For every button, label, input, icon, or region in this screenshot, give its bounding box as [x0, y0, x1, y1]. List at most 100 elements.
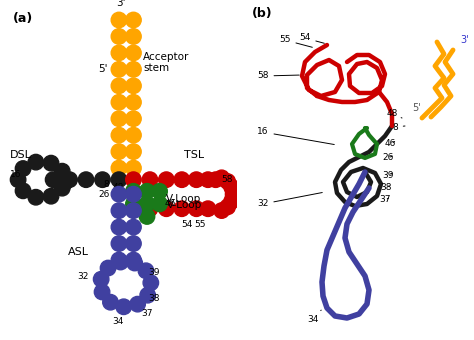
Circle shape — [28, 189, 44, 205]
Circle shape — [78, 172, 94, 187]
Circle shape — [10, 172, 26, 187]
Text: 39: 39 — [382, 170, 393, 180]
Circle shape — [130, 296, 146, 312]
Circle shape — [94, 284, 110, 300]
Circle shape — [57, 175, 73, 190]
Circle shape — [95, 172, 110, 187]
Circle shape — [111, 203, 127, 218]
Circle shape — [62, 172, 77, 187]
Circle shape — [220, 174, 236, 189]
Circle shape — [208, 172, 223, 187]
Circle shape — [111, 12, 127, 28]
Circle shape — [111, 45, 127, 61]
Circle shape — [126, 201, 141, 217]
Text: 39: 39 — [148, 268, 160, 277]
Text: 5': 5' — [98, 64, 107, 74]
Circle shape — [116, 299, 131, 314]
Circle shape — [46, 172, 61, 187]
Circle shape — [43, 188, 59, 204]
Circle shape — [126, 62, 141, 77]
Circle shape — [126, 12, 141, 28]
Circle shape — [100, 260, 116, 276]
Text: 38: 38 — [148, 294, 160, 303]
Circle shape — [174, 172, 190, 187]
Circle shape — [126, 29, 141, 44]
Circle shape — [111, 236, 127, 251]
Circle shape — [111, 144, 127, 159]
Circle shape — [126, 128, 141, 143]
Text: 16: 16 — [257, 128, 334, 144]
Circle shape — [214, 170, 229, 186]
Circle shape — [152, 196, 167, 211]
Circle shape — [43, 155, 59, 171]
Circle shape — [159, 201, 174, 217]
Text: 48: 48 — [387, 109, 402, 119]
Text: V-Loop: V-Loop — [167, 200, 202, 210]
Circle shape — [174, 201, 190, 217]
Circle shape — [55, 164, 70, 179]
Circle shape — [126, 184, 141, 199]
Circle shape — [220, 199, 236, 215]
Circle shape — [111, 186, 127, 202]
Text: 58: 58 — [221, 175, 233, 184]
Circle shape — [111, 95, 127, 110]
Circle shape — [152, 184, 167, 199]
Circle shape — [93, 271, 109, 287]
Circle shape — [55, 181, 70, 196]
Circle shape — [111, 78, 127, 94]
Text: DSL: DSL — [9, 151, 31, 160]
Circle shape — [140, 287, 155, 303]
Circle shape — [142, 172, 158, 187]
Circle shape — [200, 172, 216, 187]
Circle shape — [142, 201, 158, 217]
Circle shape — [143, 275, 159, 290]
Circle shape — [111, 29, 127, 44]
Circle shape — [126, 203, 141, 218]
Circle shape — [126, 160, 141, 176]
Text: 37: 37 — [379, 195, 391, 204]
Circle shape — [189, 172, 204, 187]
Text: (a): (a) — [12, 12, 33, 25]
Circle shape — [200, 201, 216, 217]
Circle shape — [126, 95, 141, 110]
Circle shape — [15, 161, 31, 176]
Text: ASL: ASL — [68, 247, 89, 257]
Circle shape — [113, 254, 128, 270]
Circle shape — [214, 203, 229, 218]
Circle shape — [127, 255, 142, 271]
Circle shape — [226, 186, 241, 202]
Text: 38: 38 — [380, 183, 392, 191]
Circle shape — [111, 160, 127, 176]
Text: Acceptor
stem: Acceptor stem — [143, 52, 190, 73]
Circle shape — [111, 219, 127, 235]
Circle shape — [126, 111, 141, 126]
Text: TSL: TSL — [184, 151, 204, 160]
Circle shape — [189, 201, 204, 217]
Text: (b): (b) — [252, 7, 273, 20]
Text: 46: 46 — [385, 139, 396, 149]
Text: 3': 3' — [460, 35, 469, 45]
Circle shape — [126, 196, 141, 211]
Circle shape — [139, 184, 155, 199]
Circle shape — [126, 144, 141, 159]
Text: 8: 8 — [103, 180, 109, 189]
Circle shape — [103, 294, 118, 310]
Circle shape — [224, 180, 239, 195]
Circle shape — [15, 183, 31, 199]
Circle shape — [126, 236, 141, 251]
Text: 8: 8 — [392, 122, 405, 132]
Circle shape — [111, 62, 127, 77]
Circle shape — [126, 219, 141, 235]
Circle shape — [126, 78, 141, 94]
Text: 48: 48 — [112, 183, 124, 192]
Circle shape — [139, 196, 155, 211]
Text: 5': 5' — [412, 103, 421, 113]
Text: 54: 54 — [299, 34, 324, 43]
Text: 54: 54 — [181, 220, 192, 229]
Circle shape — [224, 193, 239, 209]
Circle shape — [111, 252, 127, 268]
Circle shape — [139, 209, 155, 224]
Text: 16: 16 — [9, 170, 21, 179]
Circle shape — [126, 45, 141, 61]
Circle shape — [159, 172, 174, 187]
